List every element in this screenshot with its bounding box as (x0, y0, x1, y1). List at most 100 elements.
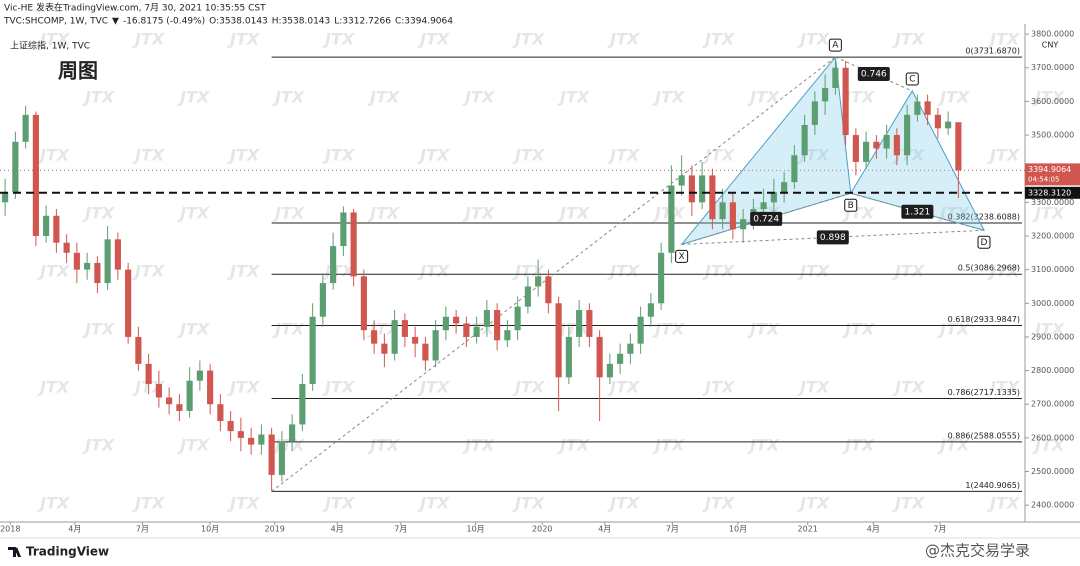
candle-body (719, 202, 726, 220)
candle-body (330, 246, 337, 284)
candle-body (576, 310, 583, 337)
y-tick-label: 3200.0000 (1031, 231, 1074, 240)
candle-body (606, 363, 613, 378)
watermark: JTX (702, 378, 735, 397)
watermark: JTX (132, 494, 165, 513)
watermark: JTX (512, 146, 545, 165)
y-tick-label: 3600.0000 (1031, 97, 1074, 106)
countdown: 04:54:05 (1028, 175, 1059, 183)
fib-label: 0(3731.6870) (965, 47, 1020, 56)
watermark: JTX (322, 262, 355, 281)
watermark: JTX (557, 436, 590, 455)
candle-body (237, 431, 244, 438)
y-tick-label: 3300.0000 (1031, 198, 1074, 207)
candle-body (401, 320, 408, 337)
ratio-box (816, 230, 849, 245)
watermark: JTX (607, 262, 640, 281)
candle-body (155, 384, 162, 398)
watermark: JTX (797, 30, 830, 49)
watermark: JTX (892, 494, 925, 513)
candle-body (914, 101, 921, 115)
candle-body (84, 262, 91, 270)
watermark: JTX (227, 378, 260, 397)
pattern-point-label: D (981, 238, 988, 248)
fib-label: 1(2440.9065) (965, 481, 1020, 490)
watermark: JTX (417, 146, 450, 165)
candle-body (422, 343, 429, 361)
candle-body (688, 175, 695, 203)
watermark: JTX (177, 436, 210, 455)
watermark: JTX (272, 204, 305, 223)
candle-body (822, 87, 829, 102)
ratio-label: 1.321 (904, 207, 930, 217)
level-label: 3328.3120 (1028, 188, 1071, 197)
candle-body (381, 343, 388, 354)
candle-body (770, 192, 777, 203)
x-tick-label: 4月 (867, 525, 880, 534)
fib-label: 0.5(3086.2968) (958, 264, 1020, 273)
candle-body (22, 114, 29, 142)
watermark: JTX (652, 88, 685, 107)
watermark: JTX (177, 320, 210, 339)
watermark: JTX (37, 378, 70, 397)
candle-body (565, 336, 572, 378)
x-tick-label: 2018 (0, 525, 20, 534)
watermark: JTX (892, 378, 925, 397)
watermark: JTX (227, 30, 260, 49)
y-tick-label: 2900.0000 (1031, 332, 1074, 341)
candle-body (12, 141, 19, 193)
credit: @杰克交易学录 (925, 542, 1030, 560)
candle-body (278, 441, 285, 475)
watermark: JTX (987, 494, 1020, 513)
watermark: JTX (322, 30, 355, 49)
x-tick-label: 10月 (729, 525, 747, 534)
candle-body (43, 215, 50, 236)
price-tag (1025, 163, 1080, 186)
y-tick-label: 2600.0000 (1031, 433, 1074, 442)
fib-label: 0.886(2588.0555) (948, 431, 1020, 440)
level-tag (1025, 186, 1080, 199)
watermark: JTX (607, 494, 640, 513)
y-tick-label: 3100.0000 (1031, 265, 1074, 274)
x-tick-label: 2019 (265, 525, 285, 534)
watermark: JTX (367, 88, 400, 107)
trend-line (271, 56, 836, 492)
candle-body (32, 114, 39, 236)
watermark: JTX (702, 30, 735, 49)
watermarks: JTX JTX JTX JTX JTX JTX JTX JTX JTX JTX JTX JTX JTX J… (37, 30, 1065, 513)
candle-body (186, 380, 193, 411)
ratio-box (857, 67, 890, 82)
pattern-point (675, 249, 689, 263)
candle-body (319, 283, 326, 317)
candle-body (955, 122, 962, 171)
candle-body (442, 316, 449, 331)
watermark: JTX (272, 88, 305, 107)
watermark: JTX (367, 436, 400, 455)
candle-body (340, 212, 347, 247)
chart-title: 上证综指, 1W, TVC (10, 40, 90, 52)
watermark: JTX (702, 494, 735, 513)
candle-body (852, 135, 859, 162)
candle-body (740, 219, 747, 230)
watermark: JTX (937, 436, 970, 455)
ratio-label: 0.898 (820, 233, 846, 243)
watermark: JTX (132, 262, 165, 281)
candle-body (555, 303, 562, 378)
y-tick-label: 3800.0000 (1031, 30, 1074, 39)
candle-body (412, 336, 419, 344)
watermark: JTX (37, 494, 70, 513)
candle-body (227, 421, 234, 432)
watermark: JTX (322, 378, 355, 397)
x-tick-label: 4月 (598, 525, 611, 534)
x-tick-label: 7月 (933, 525, 946, 534)
watermark: JTX (607, 378, 640, 397)
watermark: JTX (272, 320, 305, 339)
pattern-ratio-line (850, 192, 985, 231)
candle-body (699, 175, 706, 203)
candle-body (873, 141, 880, 149)
watermark: JTX (512, 378, 545, 397)
watermark: JTX (797, 378, 830, 397)
y-tick-label: 3700.0000 (1031, 63, 1074, 72)
watermark: JTX (82, 204, 115, 223)
watermark: JTX (82, 436, 115, 455)
